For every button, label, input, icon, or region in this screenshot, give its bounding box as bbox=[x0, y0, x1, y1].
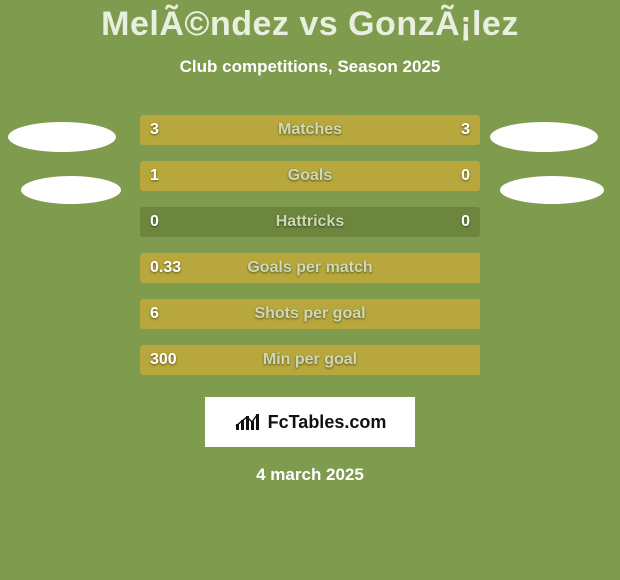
footer-date: 4 march 2025 bbox=[0, 465, 620, 485]
page-title: MelÃ©ndez vs GonzÃ¡lez bbox=[0, 6, 620, 43]
bar-fill-left bbox=[140, 161, 402, 191]
bar-track bbox=[140, 345, 480, 375]
bar-fill-left bbox=[140, 299, 480, 329]
stat-row: Min per goal300 bbox=[0, 337, 620, 383]
chart-icon bbox=[234, 412, 262, 432]
bar-track bbox=[140, 207, 480, 237]
bar-fill-right bbox=[310, 115, 480, 145]
bar-fill-left bbox=[140, 345, 480, 375]
bar-fill-left bbox=[140, 253, 480, 283]
value-left: 0 bbox=[150, 207, 159, 237]
bar-track bbox=[140, 161, 480, 191]
bar-track bbox=[140, 115, 480, 145]
source-badge-text: FcTables.com bbox=[268, 412, 387, 433]
decorative-oval bbox=[8, 122, 116, 152]
value-left: 6 bbox=[150, 299, 159, 329]
value-right: 0 bbox=[461, 161, 470, 191]
bar-fill-left bbox=[140, 115, 310, 145]
bar-track bbox=[140, 299, 480, 329]
source-badge: FcTables.com bbox=[205, 397, 415, 447]
value-left: 0.33 bbox=[150, 253, 181, 283]
stat-row: Goals per match0.33 bbox=[0, 245, 620, 291]
comparison-card: MelÃ©ndez vs GonzÃ¡lez Club competitions… bbox=[0, 0, 620, 580]
value-left: 3 bbox=[150, 115, 159, 145]
value-right: 3 bbox=[461, 115, 470, 145]
stat-row: Shots per goal6 bbox=[0, 291, 620, 337]
decorative-oval bbox=[490, 122, 598, 152]
page-subtitle: Club competitions, Season 2025 bbox=[0, 57, 620, 77]
value-left: 1 bbox=[150, 161, 159, 191]
decorative-oval bbox=[500, 176, 604, 204]
value-right: 0 bbox=[461, 207, 470, 237]
stat-row: Hattricks00 bbox=[0, 199, 620, 245]
value-left: 300 bbox=[150, 345, 177, 375]
decorative-oval bbox=[21, 176, 121, 204]
bar-track bbox=[140, 253, 480, 283]
